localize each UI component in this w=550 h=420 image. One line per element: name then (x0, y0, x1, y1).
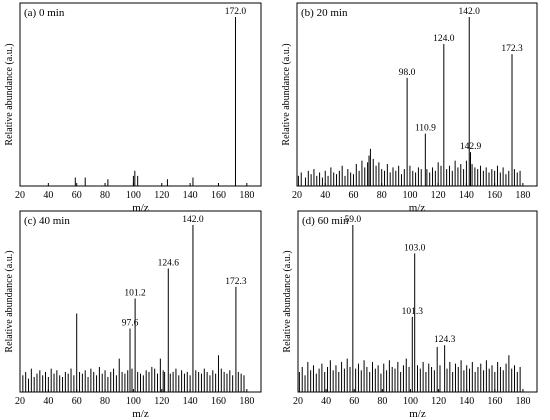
x-tick-label: 180 (515, 396, 530, 407)
x-axis-label: m/z (132, 202, 149, 214)
x-tick-label: 40 (321, 396, 331, 407)
x-tick-label: 100 (126, 396, 141, 407)
y-axis-label: Relative abundance (a.u.) (4, 43, 15, 145)
x-tick-label: 160 (487, 190, 502, 201)
x-tick-label: 80 (100, 396, 110, 407)
panel-frame (19, 2, 262, 187)
x-tick-label: 120 (154, 396, 169, 407)
peak-label: 124.0 (433, 34, 455, 44)
x-tick-label: 40 (43, 396, 53, 407)
x-tick-label: 120 (431, 190, 446, 201)
peak-label: 142.9 (460, 142, 482, 152)
x-tick-label: 120 (154, 190, 169, 201)
panel-frame (296, 2, 538, 187)
y-axis-label: Relative abundance (a.u.) (4, 250, 15, 352)
x-tick-label: 100 (403, 396, 418, 407)
x-tick-label: 60 (348, 190, 358, 201)
panel-2: (b) 20 min Relative abundance (a.u.) 20 40 6… (281, 2, 538, 214)
x-tick-label: 180 (239, 190, 254, 201)
x-tick-label: 80 (377, 396, 387, 407)
x-tick-label: 100 (126, 190, 141, 201)
peak-label: 142.0 (182, 215, 204, 225)
peak-label: 124.6 (158, 258, 180, 268)
x-tick-label: 80 (100, 190, 110, 201)
peak-label: 172.0 (225, 7, 247, 17)
x-axis-label: m/z (132, 408, 149, 420)
panel-title: (a) 0 min (24, 7, 65, 19)
x-tick-label: 140 (183, 190, 198, 201)
panel-frame (19, 210, 262, 393)
x-tick-label: 80 (377, 190, 387, 201)
x-tick-label: 20 (15, 396, 25, 407)
x-tick-label: 160 (211, 396, 226, 407)
x-tick-label: 160 (487, 396, 502, 407)
x-tick-label: 180 (239, 396, 254, 407)
x-axis-label: m/z (409, 408, 426, 420)
x-tick-label: 180 (515, 190, 530, 201)
peak-label: 59.0 (345, 215, 362, 225)
x-axis-label: m/z (409, 202, 426, 214)
panel-title: (d) 60 min (302, 215, 349, 227)
panel-frame (297, 210, 538, 393)
x-tick-label: 60 (349, 396, 359, 407)
panel-1: (a) 0 min Relative abundance (a.u.) 20 40 60… (4, 2, 262, 214)
x-tick-label: 60 (72, 396, 82, 407)
x-tick-label: 160 (211, 190, 226, 201)
x-tick-label: 40 (43, 190, 53, 201)
x-tick-label: 20 (293, 396, 303, 407)
x-tick-label: 120 (431, 396, 446, 407)
peak-label: 172.3 (501, 44, 523, 54)
peak-label: 101.2 (124, 288, 146, 298)
peak-label: 142.0 (459, 7, 481, 17)
y-axis-label: Relative abundance (a.u.) (281, 43, 292, 145)
peak-label: 97.6 (122, 319, 139, 329)
y-axis-label: Relative abundance (a.u.) (282, 250, 293, 352)
x-tick-label: 140 (459, 396, 474, 407)
peak-label: 172.3 (225, 277, 247, 287)
x-tick-label: 140 (183, 396, 198, 407)
x-tick-label: 20 (292, 190, 302, 201)
peak-label: 103.0 (404, 243, 426, 253)
peak-label: 101.3 (402, 307, 424, 317)
peak-label: 98.0 (399, 68, 416, 78)
panel-title: (c) 40 min (24, 215, 70, 227)
x-tick-label: 140 (459, 190, 474, 201)
panel-title: (b) 20 min (301, 7, 348, 19)
peak-label: 110.9 (415, 124, 436, 134)
peak-label: 124.3 (434, 335, 456, 345)
x-tick-label: 100 (402, 190, 417, 201)
x-tick-label: 20 (15, 190, 25, 201)
x-tick-label: 60 (72, 190, 82, 201)
panel-4: (d) 60 min Relative abundance (a.u.) 20 40 6… (282, 210, 538, 420)
x-tick-label: 40 (320, 190, 330, 201)
panel-3: (c) 40 min Relative abundance (a.u.) 20 40 6… (4, 210, 262, 420)
